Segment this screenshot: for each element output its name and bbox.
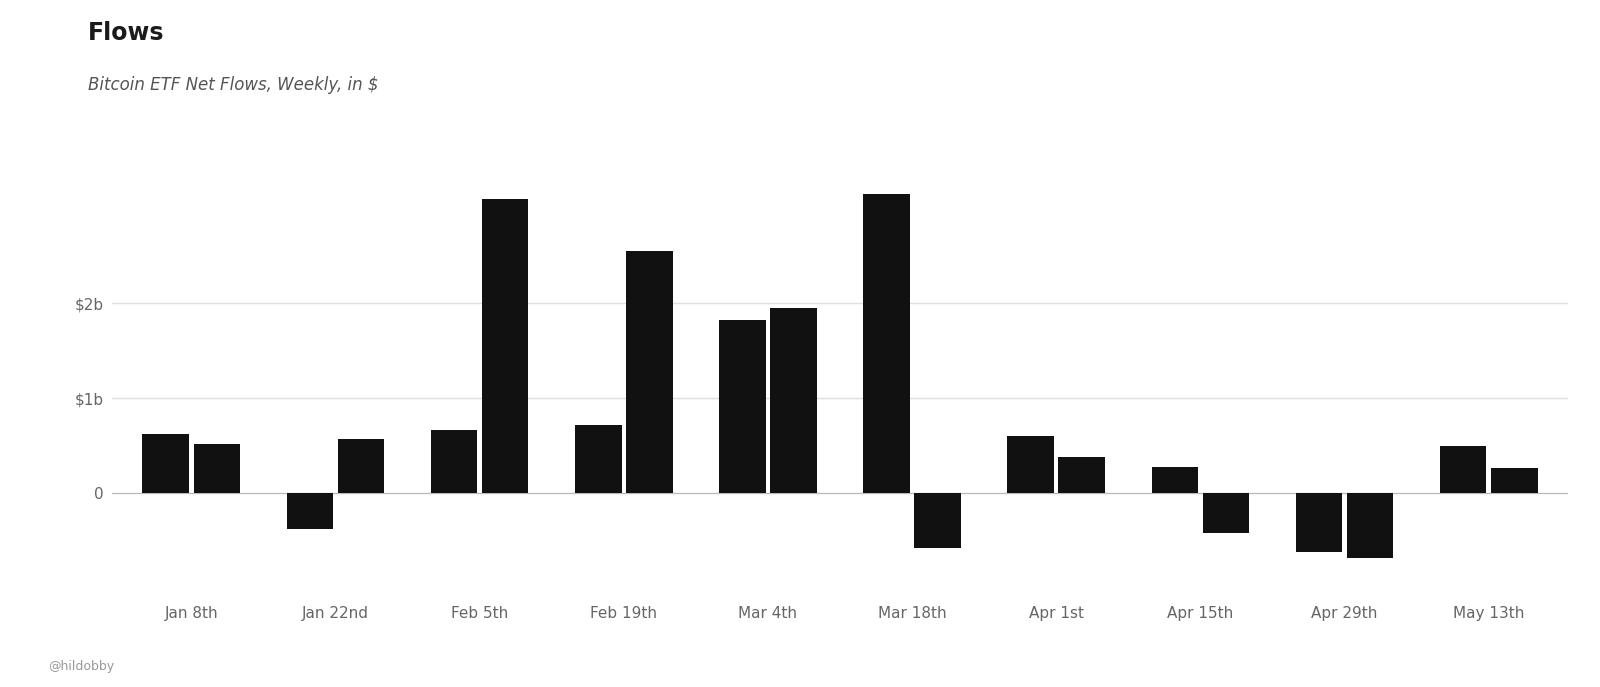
Bar (574, 425, 621, 493)
Bar (864, 194, 910, 493)
Bar (1152, 466, 1198, 493)
Text: @hildobby: @hildobby (48, 660, 114, 673)
Bar (1008, 436, 1054, 493)
Bar (1347, 493, 1394, 558)
Bar (338, 439, 384, 493)
Bar (626, 251, 672, 493)
Bar (1491, 468, 1538, 493)
Bar (286, 493, 333, 529)
Bar (482, 199, 528, 493)
Text: Bitcoin ETF Net Flows, Weekly, in $: Bitcoin ETF Net Flows, Weekly, in $ (88, 76, 379, 93)
Bar (1440, 446, 1486, 493)
Bar (142, 434, 189, 493)
Bar (914, 493, 962, 548)
Bar (1296, 493, 1342, 552)
Bar (770, 308, 816, 493)
Bar (430, 429, 477, 493)
Bar (194, 444, 240, 493)
Bar (718, 320, 766, 493)
Bar (1203, 493, 1250, 533)
Text: Flows: Flows (88, 21, 165, 45)
Bar (1059, 457, 1106, 493)
